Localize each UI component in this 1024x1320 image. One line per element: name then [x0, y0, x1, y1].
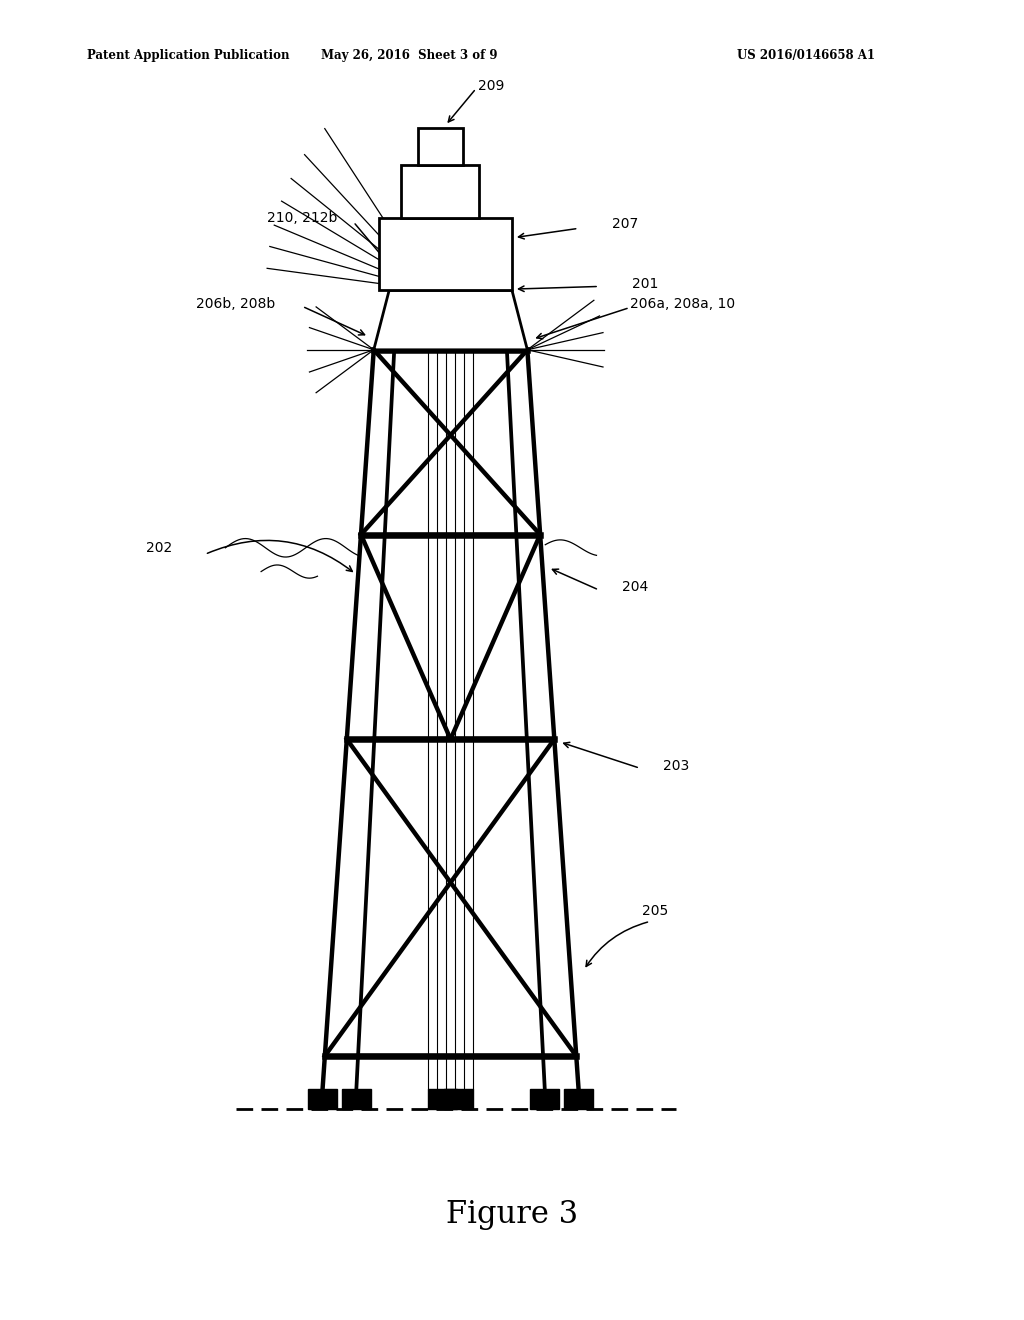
Bar: [530, 1089, 559, 1109]
Text: US 2016/0146658 A1: US 2016/0146658 A1: [737, 49, 876, 62]
Bar: [428, 1089, 457, 1109]
Text: 207: 207: [611, 218, 638, 231]
Text: 204: 204: [622, 581, 648, 594]
Text: Figure 3: Figure 3: [445, 1199, 579, 1230]
Text: 201: 201: [632, 277, 658, 290]
Bar: [342, 1089, 371, 1109]
Bar: [379, 218, 512, 290]
Text: Patent Application Publication: Patent Application Publication: [87, 49, 290, 62]
Text: May 26, 2016  Sheet 3 of 9: May 26, 2016 Sheet 3 of 9: [322, 49, 498, 62]
Text: 205: 205: [642, 904, 669, 917]
Bar: [564, 1089, 593, 1109]
Text: 203: 203: [663, 759, 689, 772]
Text: 210, 212b: 210, 212b: [267, 211, 337, 224]
Bar: [401, 165, 479, 218]
Text: 206a, 208a, 10: 206a, 208a, 10: [630, 297, 735, 310]
Polygon shape: [374, 290, 527, 350]
Bar: [418, 128, 463, 165]
Bar: [444, 1089, 473, 1109]
Text: 206b, 208b: 206b, 208b: [196, 297, 275, 310]
Text: 202: 202: [145, 541, 172, 554]
Bar: [308, 1089, 337, 1109]
Text: 209: 209: [478, 79, 505, 92]
